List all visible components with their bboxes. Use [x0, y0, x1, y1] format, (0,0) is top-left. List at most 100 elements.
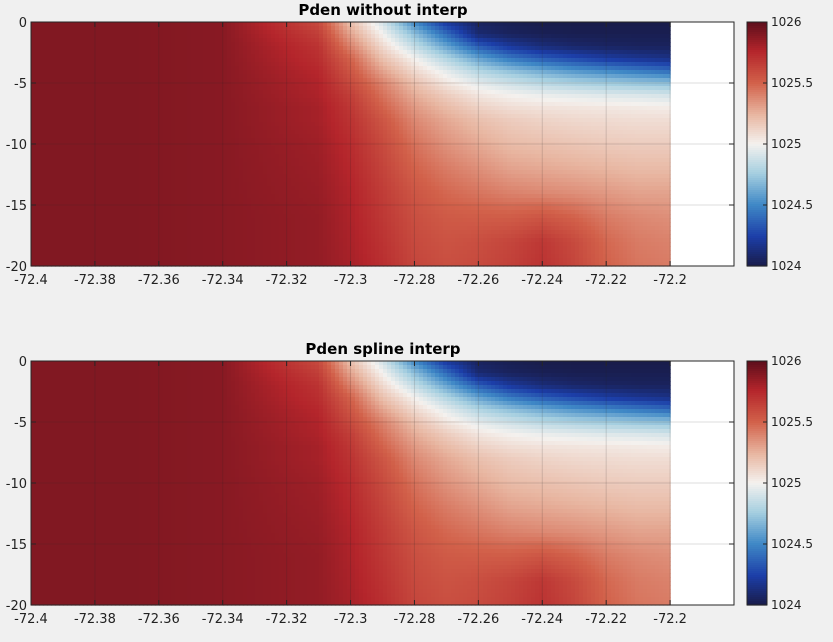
heatmap-cell [155, 126, 160, 131]
heatmap-cell [555, 38, 560, 43]
heatmap-cell [659, 110, 664, 115]
heatmap-cell [627, 74, 632, 79]
heatmap-cell [591, 110, 596, 115]
heatmap-cell [451, 70, 456, 75]
heatmap-cell [247, 58, 252, 63]
heatmap-cell [631, 138, 636, 143]
heatmap-cell [39, 78, 44, 83]
heatmap-cell [547, 122, 552, 127]
heatmap-cell [171, 138, 176, 143]
heatmap-cell [647, 74, 652, 79]
heatmap-cell [87, 102, 92, 107]
heatmap-cell [631, 122, 636, 127]
heatmap-cell [559, 62, 564, 67]
heatmap-cell [543, 26, 548, 31]
heatmap-cell [259, 26, 264, 31]
heatmap-cell [295, 74, 300, 79]
heatmap-cell [619, 86, 624, 91]
heatmap-cell [103, 138, 108, 143]
heatmap-cell [291, 122, 296, 127]
heatmap-cell [79, 74, 84, 79]
heatmap-cell [35, 78, 40, 83]
heatmap-cell [363, 58, 368, 63]
heatmap-cell [127, 22, 132, 27]
heatmap-cell [599, 126, 604, 131]
heatmap-cell [51, 50, 56, 55]
heatmap-cell [371, 34, 376, 39]
heatmap-cell [607, 62, 612, 67]
heatmap-cell [383, 106, 388, 111]
heatmap-cell [407, 134, 412, 139]
heatmap-cell [551, 102, 556, 107]
heatmap-cell [479, 22, 484, 27]
heatmap-cell [647, 42, 652, 47]
heatmap-cell [183, 54, 188, 59]
heatmap-cell [211, 102, 216, 107]
heatmap-cell [187, 22, 192, 27]
heatmap-cell [363, 34, 368, 39]
heatmap-cell [511, 66, 516, 71]
heatmap-cell [463, 54, 468, 59]
heatmap-cell [507, 142, 512, 147]
heatmap-cell [355, 66, 360, 71]
heatmap-cell [51, 138, 56, 143]
heatmap-cell [131, 102, 136, 107]
heatmap-cell [211, 138, 216, 143]
heatmap-cell [199, 46, 204, 51]
heatmap-cell [235, 50, 240, 55]
heatmap-cell [151, 98, 156, 103]
heatmap-cell [599, 86, 604, 91]
heatmap-cell [663, 42, 668, 47]
heatmap-cell [275, 86, 280, 91]
heatmap-cell [639, 110, 644, 115]
heatmap-cell [339, 66, 344, 71]
heatmap-cell [115, 50, 120, 55]
heatmap-cell [119, 138, 124, 143]
heatmap-cell [327, 50, 332, 55]
heatmap-cell [383, 34, 388, 39]
heatmap-cell [239, 118, 244, 123]
heatmap-cell [183, 142, 188, 147]
heatmap-cell [339, 50, 344, 55]
heatmap-cell [315, 38, 320, 43]
heatmap-cell [283, 58, 288, 63]
heatmap-cell [71, 126, 76, 131]
heatmap-cell [247, 46, 252, 51]
heatmap-cell [399, 90, 404, 95]
heatmap-cell [411, 78, 416, 83]
heatmap-cell [359, 82, 364, 87]
heatmap-cell [167, 50, 172, 55]
heatmap-cell [343, 106, 348, 111]
heatmap-cell [483, 22, 488, 27]
heatmap-cell [507, 98, 512, 103]
heatmap-cell [363, 86, 368, 91]
heatmap-cell [503, 62, 508, 67]
heatmap-cell [43, 122, 48, 127]
heatmap-cell [607, 34, 612, 39]
heatmap-cell [107, 90, 112, 95]
heatmap-cell [383, 46, 388, 51]
heatmap-cell [175, 50, 180, 55]
heatmap-cell [627, 70, 632, 75]
heatmap-cell [615, 82, 620, 87]
heatmap-cell [163, 62, 168, 67]
heatmap-cell [555, 114, 560, 119]
heatmap-cell [395, 94, 400, 99]
heatmap-cell [287, 30, 292, 35]
heatmap-cell [435, 62, 440, 67]
heatmap-cell [287, 42, 292, 47]
heatmap-cell [563, 58, 568, 63]
heatmap-cell [75, 118, 80, 123]
heatmap-cell [583, 142, 588, 147]
heatmap-cell [147, 54, 152, 59]
heatmap-cell [247, 130, 252, 135]
heatmap-cell [647, 78, 652, 83]
heatmap-cell [591, 122, 596, 127]
heatmap-cell [403, 34, 408, 39]
heatmap-cell [599, 110, 604, 115]
heatmap-cell [327, 110, 332, 115]
heatmap-cell [375, 86, 380, 91]
heatmap-cell [523, 78, 528, 83]
heatmap-cell [459, 126, 464, 131]
heatmap-cell [91, 86, 96, 91]
